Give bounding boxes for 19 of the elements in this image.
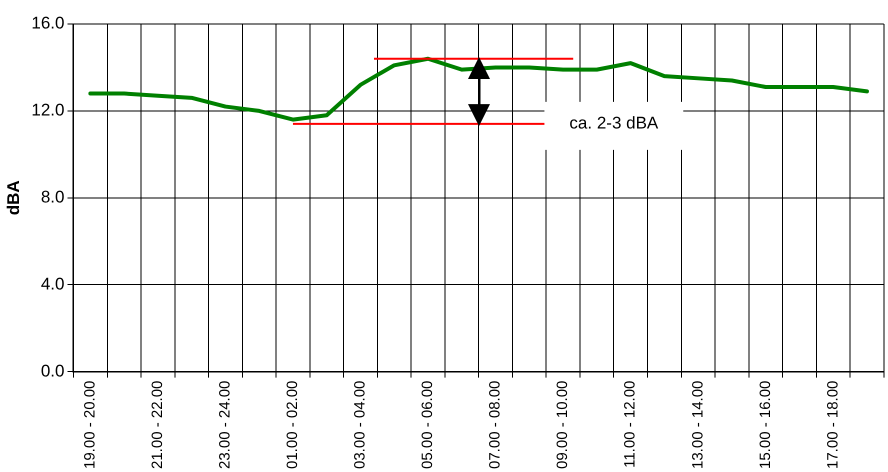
x-tick-label: 05.00 - 06.00: [419, 380, 436, 470]
y-tick-label: 12.0: [31, 100, 64, 120]
y-axis-title: dBA: [4, 180, 23, 216]
x-tick-label: 15.00 - 16.00: [756, 380, 774, 470]
x-tick-label: 09.00 - 10.00: [554, 380, 572, 470]
annotation: ca. 2-3 dBA: [569, 114, 659, 133]
x-tick-label: 21.00 - 22.00: [149, 380, 166, 470]
x-tick-label: 23.00 - 24.00: [216, 380, 234, 470]
y-tick-label: 4.0: [40, 274, 64, 294]
x-tick-label: 03.00 - 04.00: [352, 380, 369, 470]
x-tick-label: 13.00 - 14.00: [689, 380, 706, 470]
y-tick-label: 16.0: [31, 14, 64, 33]
x-tick-label: 07.00 - 08.00: [486, 380, 504, 470]
x-tick-label: 11.00 - 12.00: [622, 380, 639, 468]
x-tick-label: 17.00 - 18.00: [824, 380, 842, 470]
y-tick-label: 8.0: [40, 187, 64, 206]
x-tick-label: 19.00 - 20.00: [82, 380, 99, 470]
y-tick-label: 0.0: [40, 361, 64, 380]
x-tick-label: 01.00 - 02.00: [284, 380, 302, 470]
